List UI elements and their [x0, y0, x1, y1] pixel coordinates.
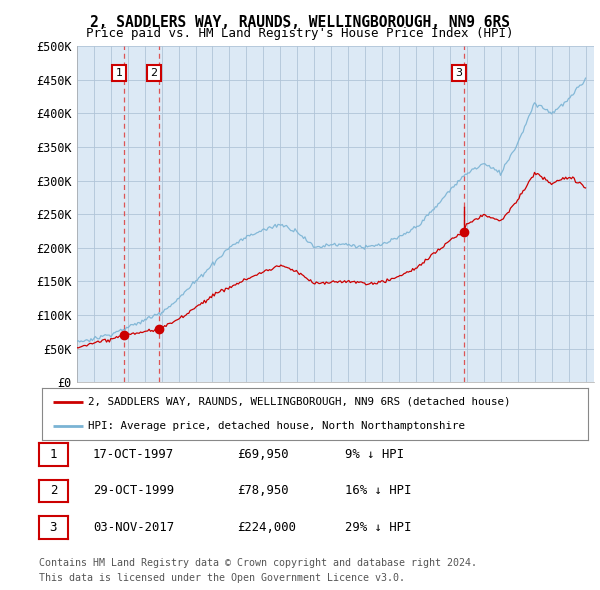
Text: 2: 2	[150, 68, 157, 78]
Text: £69,950: £69,950	[237, 448, 289, 461]
Text: £78,950: £78,950	[237, 484, 289, 497]
Text: Price paid vs. HM Land Registry's House Price Index (HPI): Price paid vs. HM Land Registry's House …	[86, 27, 514, 40]
Text: This data is licensed under the Open Government Licence v3.0.: This data is licensed under the Open Gov…	[39, 573, 405, 583]
Text: 29% ↓ HPI: 29% ↓ HPI	[345, 521, 412, 534]
Text: Contains HM Land Registry data © Crown copyright and database right 2024.: Contains HM Land Registry data © Crown c…	[39, 558, 477, 568]
Text: 9% ↓ HPI: 9% ↓ HPI	[345, 448, 404, 461]
Text: 3: 3	[455, 68, 463, 78]
Text: 2, SADDLERS WAY, RAUNDS, WELLINGBOROUGH, NN9 6RS (detached house): 2, SADDLERS WAY, RAUNDS, WELLINGBOROUGH,…	[88, 396, 511, 407]
Text: HPI: Average price, detached house, North Northamptonshire: HPI: Average price, detached house, Nort…	[88, 421, 466, 431]
Text: 1: 1	[50, 448, 57, 461]
Text: £224,000: £224,000	[237, 521, 296, 534]
Text: 29-OCT-1999: 29-OCT-1999	[93, 484, 174, 497]
Text: 16% ↓ HPI: 16% ↓ HPI	[345, 484, 412, 497]
Text: 3: 3	[50, 521, 57, 534]
Text: 17-OCT-1997: 17-OCT-1997	[93, 448, 174, 461]
Text: 2: 2	[50, 484, 57, 497]
Text: 1: 1	[116, 68, 122, 78]
Text: 03-NOV-2017: 03-NOV-2017	[93, 521, 174, 534]
Text: 2, SADDLERS WAY, RAUNDS, WELLINGBOROUGH, NN9 6RS: 2, SADDLERS WAY, RAUNDS, WELLINGBOROUGH,…	[90, 15, 510, 30]
